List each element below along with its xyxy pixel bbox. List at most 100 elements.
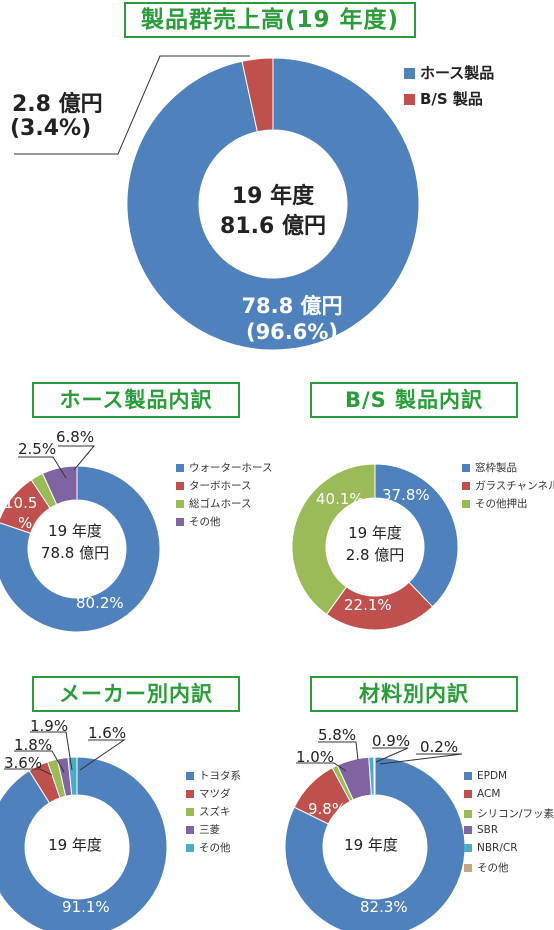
legend-swatch [186, 771, 194, 780]
bs-legend-label: 窓枠製品 [475, 462, 517, 474]
legend-swatch [462, 481, 470, 490]
maker-leader-1-6 [79, 739, 126, 771]
hose-legend-label: 総ゴムホース [189, 498, 252, 510]
main-legend-item-hose: ホース製品 [404, 62, 494, 83]
main-slice-pct: (96.6%) [245, 320, 339, 344]
bs-slice-3 [291, 463, 376, 616]
legend-swatch [464, 843, 472, 852]
hose-donut [0, 465, 161, 633]
maker-label-other: 1.6% [88, 724, 127, 742]
bs-center-line2: 2.8 億円 [345, 546, 405, 564]
bs-center-line1: 19 年度 [348, 524, 402, 542]
maker-slice-5 [67, 756, 78, 796]
hose-label-other: 6.8% [56, 428, 95, 446]
hose-center-line1: 19 年度 [48, 522, 102, 540]
legend-swatch [186, 807, 194, 816]
maker-leader-3-6 [4, 768, 53, 776]
legend-swatch [464, 863, 472, 872]
main-callout-pct: (3.4%) [10, 116, 92, 141]
material-legend-item: EPDM [464, 770, 507, 782]
hose-leader-6-8 [58, 445, 96, 471]
bs-legend-label: ガラスチャンネル [475, 480, 554, 492]
legend-swatch [176, 463, 184, 472]
material-label-acm: 9.8% [308, 800, 347, 818]
material-legend-label: その他 [477, 862, 509, 874]
maker-label-mitsubishi: 1.9% [30, 717, 69, 735]
legend-swatch [176, 481, 184, 490]
bs-label-window: 37.8% [382, 486, 430, 504]
hose-legend-item: ウォーターホース [176, 460, 272, 475]
legend-swatch [464, 825, 472, 834]
material-legend-item: SBR [464, 824, 498, 836]
main-legend-item-bs: B/S 製品 [404, 88, 483, 109]
material-leader-0-2 [379, 753, 463, 765]
hose-legend-label: その他 [189, 516, 221, 528]
material-label-silicone: 1.0% [296, 748, 335, 766]
hose-leader-2-5 [18, 456, 67, 479]
maker-center: 19 年度 [48, 836, 102, 854]
bs-chart-title: B/S 製品内訳 [310, 382, 518, 418]
bs-label-other: 40.1% [316, 490, 364, 508]
main-center-line1: 19 年度 [231, 184, 315, 209]
legend-swatch [464, 809, 472, 818]
hose-slice-4 [41, 465, 78, 506]
material-slice-6 [373, 756, 376, 796]
bs-label-glass: 22.1% [344, 596, 392, 614]
material-leader-1-0 [296, 762, 347, 772]
hose-legend-label: ターボホース [189, 480, 252, 492]
material-center: 19 年度 [344, 836, 398, 854]
hose-chart-title: ホース製品内訳 [32, 382, 240, 418]
legend-swatch [404, 93, 415, 105]
material-label-other: 0.2% [420, 738, 459, 756]
material-slice-1 [284, 756, 466, 930]
material-chart-title: 材料別内訳 [310, 676, 518, 712]
maker-label-mazda: 3.6% [4, 754, 43, 772]
maker-leader-1-9 [30, 731, 73, 771]
material-label-sbr: 5.8% [318, 726, 357, 744]
bs-legend-item: その他押出 [462, 496, 528, 511]
material-legend-label: NBR/CR [477, 842, 518, 854]
material-legend-item: シリコン/フッ素 [464, 806, 554, 821]
hose-label-water: 80.2% [76, 594, 124, 612]
material-legend-label: ACM [477, 788, 501, 800]
hose-legend-item: 総ゴムホース [176, 496, 251, 511]
hose-label-turbo-2: % [18, 514, 33, 532]
main-chart-title: 製品群売上高(19 年度) [124, 2, 416, 38]
material-donut [284, 756, 466, 930]
material-legend-item: ACM [464, 788, 500, 800]
hose-center-line2: 78.8 億円 [40, 544, 110, 562]
maker-legend-label: マツダ [199, 788, 231, 800]
bs-legend-item: 窓枠製品 [462, 460, 517, 475]
material-label-epdm: 82.3% [360, 898, 408, 916]
main-center-line2: 81.6 億円 [220, 214, 326, 239]
maker-legend-label: スズキ [199, 806, 231, 818]
maker-label-suzuki: 1.8% [14, 736, 53, 754]
maker-legend-label: トヨタ系 [199, 770, 241, 782]
maker-legend-item: マツダ [186, 786, 231, 801]
bs-legend-item: ガラスチャンネル [462, 478, 554, 493]
legend-swatch [176, 499, 184, 508]
bs-donut [291, 463, 459, 631]
maker-leader-1-8 [14, 750, 65, 773]
maker-legend-label: 三菱 [199, 824, 220, 836]
main-legend-label-hose: ホース製品 [420, 64, 495, 82]
main-legend-label-bs: B/S 製品 [420, 90, 483, 108]
maker-label-toyota: 91.1% [62, 898, 110, 916]
main-slice-value: 78.8 億円 [241, 294, 343, 318]
material-legend-label: EPDM [477, 770, 508, 782]
hose-label-rubber: 2.5% [18, 440, 57, 458]
main-donut [126, 57, 420, 351]
maker-legend-item: トヨタ系 [186, 768, 241, 783]
legend-swatch [186, 825, 194, 834]
hose-legend-label: ウォーターホース [189, 462, 273, 474]
main-callout-leader [14, 55, 250, 155]
material-legend-label: シリコン/フッ素 [477, 808, 554, 820]
material-leader-5-8 [318, 741, 359, 761]
legend-swatch [464, 771, 472, 780]
material-label-nbr: 0.9% [372, 732, 411, 750]
material-leader-0-9 [372, 747, 409, 763]
legend-swatch [186, 789, 194, 798]
legend-swatch [464, 789, 472, 798]
main-callout-value: 2.8 億円 [12, 92, 103, 117]
